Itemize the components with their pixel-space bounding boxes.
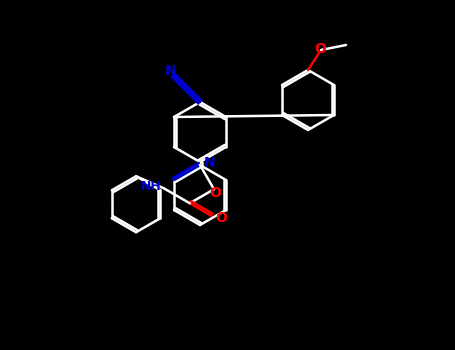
Text: NH: NH (141, 180, 162, 193)
Text: N: N (164, 64, 176, 78)
Text: O: O (209, 186, 221, 200)
Text: O: O (314, 42, 326, 56)
Text: N: N (204, 156, 216, 170)
Text: O: O (215, 211, 228, 225)
